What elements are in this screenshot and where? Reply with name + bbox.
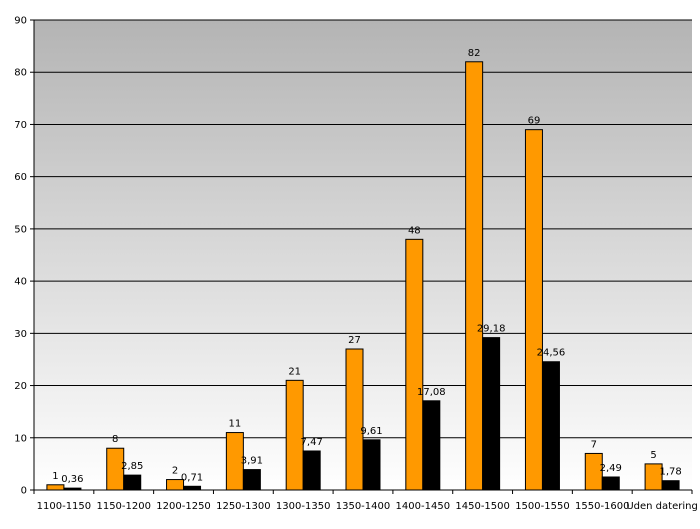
- data-label: 27: [348, 335, 361, 346]
- data-label: 29,18: [477, 324, 506, 335]
- x-tick-label: 1200-1250: [156, 501, 211, 512]
- data-label: 7,47: [301, 437, 323, 448]
- data-labels: 1 0,36 8 2,85 20,71 11 3,91 21 7,47 27 9,61 48 17,08…: [52, 48, 682, 485]
- y-tick-label: 40: [14, 277, 27, 288]
- data-label: 2,85: [121, 461, 143, 472]
- bar: [362, 439, 381, 491]
- bar: [601, 476, 620, 491]
- data-label: 1: [52, 471, 58, 482]
- x-tick-label: 1250-1300: [216, 501, 271, 512]
- x-tick-label: 1400-1450: [396, 501, 451, 512]
- data-label: 69: [528, 116, 541, 127]
- bar: [422, 400, 441, 491]
- data-label: 3,91: [241, 456, 263, 467]
- data-label: 5: [650, 450, 656, 461]
- y-tick-label: 0: [21, 486, 27, 497]
- x-tick-label: 1500-1550: [515, 501, 570, 512]
- bar: [465, 61, 484, 491]
- x-tick-label: Uden datering: [626, 501, 697, 512]
- y-tick-label: 80: [14, 68, 27, 79]
- data-label: 1,78: [659, 467, 681, 478]
- bar: [123, 474, 142, 491]
- data-label: 0,71: [181, 472, 203, 483]
- y-tick-label: 10: [14, 433, 27, 444]
- bar: [242, 469, 261, 491]
- y-tick-label: 60: [14, 172, 27, 183]
- y-tick-label: 30: [14, 329, 27, 340]
- y-tick-label: 20: [14, 381, 27, 392]
- data-label: 8: [112, 434, 118, 445]
- data-label: 2,49: [600, 463, 622, 474]
- bar: [302, 450, 321, 491]
- data-label: 24,56: [537, 348, 566, 359]
- bar: [524, 129, 543, 491]
- data-label: 17,08: [417, 387, 446, 398]
- x-tick-label: 1100-1150: [37, 501, 92, 512]
- data-label: 21: [288, 366, 301, 377]
- x-tick-label: 1300-1350: [276, 501, 331, 512]
- bar: [661, 480, 680, 491]
- bar: [46, 484, 65, 491]
- y-tick-label: 70: [14, 120, 27, 131]
- bar: [345, 348, 364, 491]
- x-tick-label: 1450-1500: [455, 501, 510, 512]
- bar: [285, 379, 304, 491]
- y-tick-label: 90: [14, 16, 27, 27]
- x-tick-label: 1550-1600: [575, 501, 630, 512]
- y-tick-label: 50: [14, 224, 27, 235]
- data-label: 7: [591, 439, 597, 450]
- bar: [541, 361, 560, 491]
- x-tick-label: 1150-1200: [96, 501, 151, 512]
- bar: [405, 238, 424, 491]
- data-label: 11: [228, 419, 241, 430]
- data-label: 9,61: [360, 426, 382, 437]
- data-label: 48: [408, 225, 421, 236]
- bar: [482, 337, 501, 491]
- bar: [183, 485, 202, 491]
- data-label: 0,36: [61, 474, 83, 485]
- data-label: 2: [172, 466, 178, 477]
- data-label: 82: [468, 48, 481, 59]
- x-tick-label: 1350-1400: [336, 501, 391, 512]
